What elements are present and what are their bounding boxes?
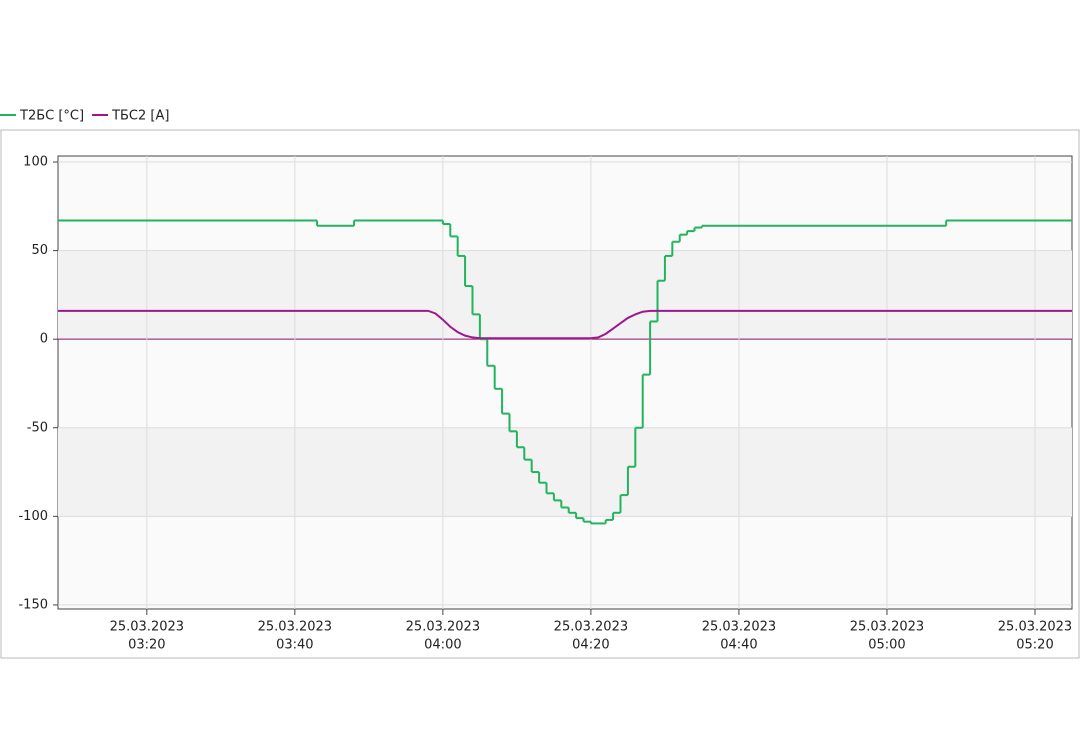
line [58,309,1072,340]
y-tick-label: -100 [18,509,48,524]
y-tick-label: 0 [40,332,48,347]
x-tick-label: 03:20 [128,638,165,653]
y-tick-label: -50 [27,420,48,435]
grid-band [58,250,1072,340]
x-tick-label: 05:20 [1016,638,1053,653]
x-tick-label: 25.03.2023 [406,620,480,635]
legend-label: TБС2 [A] [111,109,169,124]
x-tick-label: 25.03.2023 [258,620,332,635]
series [58,219,1073,525]
series [58,309,1072,340]
y-tick-label: 50 [31,243,48,258]
x-tick-label: 25.03.2023 [998,620,1072,635]
x-tick-label: 05:00 [868,638,905,653]
x-tick-label: 25.03.2023 [850,620,924,635]
x-tick-label: 25.03.2023 [110,620,184,635]
legend-label: T2БС [°C] [19,109,84,124]
x-tick-label: 04:00 [424,638,461,653]
y-tick-label: -150 [18,597,48,612]
grid-band [58,427,1072,517]
x-tick-label: 25.03.2023 [702,620,776,635]
plot-area [57,155,1073,610]
x-tick-label: 25.03.2023 [554,620,628,635]
y-tick-label: 100 [23,155,48,170]
x-tick-label: 03:40 [276,638,313,653]
x-tick-label: 04:40 [720,638,757,653]
x-tick-label: 04:20 [572,638,609,653]
